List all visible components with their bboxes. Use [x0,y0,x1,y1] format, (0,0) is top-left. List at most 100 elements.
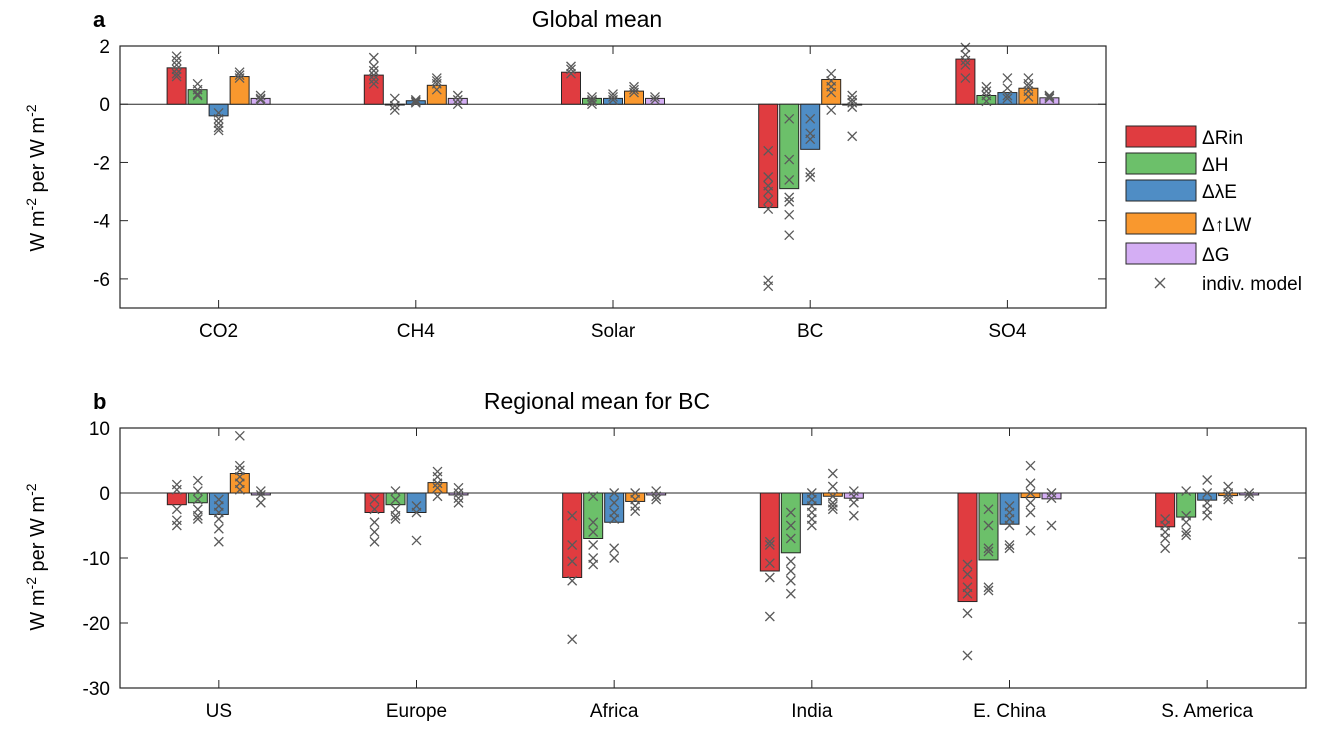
panel-a-bar-le-3 [800,103,821,150]
panel-b-model-marker-h-4-0 [983,504,994,515]
panel-b-model-marker-rin-1-2 [369,517,380,528]
panel-b-ylabel-sup1: -2 [23,577,39,590]
panel-a-model-marker-rin-3-7 [763,281,774,292]
panel-b-model-marker-rin-1-1 [369,504,380,515]
panel-b-model-marker-le-0-4 [213,523,224,534]
panel-b-title: Regional mean for BC [484,388,710,414]
panel-b-model-marker-lw-4-2 [1025,488,1036,498]
panel-a-category-label-0: CO2 [199,321,238,342]
panel-b-category-label-3: India [791,701,833,722]
panel-b-model-marker-lw-1-3 [432,482,443,493]
panel-a-model-marker-le-1-0 [410,94,421,105]
panel-a-model-marker-le-0-1 [213,113,224,124]
panel-b-ylabel-part2: per W m [27,496,49,577]
legend-label-rin: ΔRin [1202,128,1243,149]
panel-b-model-marker-h-5-0 [1181,486,1192,497]
panel-b-ytick-label-2: -10 [83,549,110,570]
panel-b-model-marker-h-1-0 [390,486,401,497]
panel-b-bar-h-3 [780,492,801,554]
panel-a-model-marker-g-3-0 [847,90,858,101]
panel-b-model-marker-g-2-1 [651,491,662,502]
panel-b-model-marker-lw-3-4 [827,501,838,511]
legend-item-model: indiv. model [1154,274,1302,295]
panel-b-model-marker-g-1-0 [453,482,464,493]
panel-a-model-marker-g-1-2 [452,99,463,110]
panel-a-category-label-4: SO4 [988,321,1026,342]
panel-a-category-label-1: CH4 [397,321,435,342]
panel-a-model-marker-le-3-0 [805,113,816,124]
legend-label-le: ΔλE [1202,182,1237,203]
panel-b-bar-h-4 [978,492,999,561]
panel-b-model-marker-rin-0-0 [171,479,182,490]
panel-b-model-marker-h-3-3 [785,556,796,567]
panel-b-ytick-label-3: -20 [83,614,110,635]
panel-b-model-marker-h-4-2 [983,543,994,554]
panel-a-model-marker-h-3-3 [784,192,795,203]
panel-a-model-marker-lw-1-1 [431,75,442,86]
panel-b-model-marker-h-4-4 [983,582,994,593]
legend-item-rin: ΔRin [1125,125,1243,149]
panel-b-model-marker-h-2-2 [588,527,599,537]
panel-a-bar-lw-0 [229,76,250,105]
panel-b-bar-rin-5 [1155,492,1176,528]
panel-b-category-label-5: S. America [1161,701,1253,722]
panel-a-model-marker-g-0-2 [255,94,266,105]
panel-a-ylabel-part1: W m [27,210,49,251]
panel-a-model-marker-lw-1-3 [431,84,442,95]
panel-a-model-marker-g-3-3 [847,102,858,113]
panel-a-ytick-label-0: 2 [99,37,110,58]
panel-a-model-marker-h-3-0 [784,113,795,124]
panel-b-model-marker-le-5-1 [1202,488,1213,498]
panel-a-model-marker-h-2-0 [587,91,597,102]
panel-a-model-marker-g-0-1 [255,93,266,104]
panel-b-model-marker-rin-1-3 [369,527,380,537]
panel-a-ylabel-sup2: -2 [23,104,39,117]
panel-b-model-marker-le-3-5 [806,520,817,531]
panel-a-model-marker-h-1-0 [389,93,400,104]
legend-label-lw: Δ↑LW [1202,215,1251,236]
panel-b-model-marker-rin-3-0 [764,536,775,547]
panel-a-model-marker-rin-3-0 [763,145,774,156]
panel-b-model-marker-le-2-4 [609,543,620,554]
panel-a-model-marker-lw-3-0 [826,68,837,79]
panel-a-model-marker-rin-1-1 [368,61,379,72]
panel-a-ylabel: W m-2 per W m-2 [23,104,49,251]
panel-a-model-marker-rin-4-3 [960,59,971,70]
panel-a-model-marker-h-0-2 [192,89,203,99]
panel-b-bar-rin-3 [759,492,780,572]
panel-a-bar-lw-2 [624,90,644,105]
legend-item-lw: Δ↑LW [1125,212,1251,236]
panel-a-ytick-label-3: -4 [93,212,110,233]
panel-b-model-marker-rin-0-1 [171,484,182,495]
panel-b-bar-h-0 [187,492,208,504]
panel-a-ytick-label-4: -6 [93,270,110,291]
panel-b-model-marker-h-3-0 [785,507,796,518]
panel-b-ytick-label-1: 0 [99,484,110,505]
panel-a-model-marker-g-2-1 [650,94,660,105]
panel-b-model-marker-h-5-2 [1181,517,1192,528]
panel-a-model-marker-lw-4-2 [1023,81,1034,92]
panel-a-title: Global mean [532,6,662,32]
panel-b-model-marker-lw-4-4 [1025,507,1036,518]
panel-b-model-marker-lw-3-0 [827,468,838,479]
panel-b-model-marker-lw-4-0 [1025,460,1036,471]
legend-label-model: indiv. model [1202,274,1302,295]
legend-swatch-rin [1125,125,1197,148]
panel-b-model-marker-h-3-2 [785,533,796,544]
panel-a-model-marker-rin-0-3 [171,64,182,75]
panel-a-model-marker-le-4-1 [1002,83,1013,94]
legend-swatch-lw [1125,212,1197,235]
panel-a-bar-h-0 [187,89,208,105]
panel-a-model-marker-h-3-4 [784,196,795,207]
panel-a-category-label-3: BC [797,321,823,342]
panel-a-model-marker-rin-3-4 [763,195,774,206]
panel-b-model-marker-lw-4-3 [1025,497,1036,508]
panel-a-model-marker-rin-0-1 [171,55,182,66]
panel-b-bar-le-0 [208,492,229,515]
panel-b-model-marker-g-4-1 [1046,493,1057,504]
panel-b-model-marker-h-0-5 [192,514,203,524]
panel-b-model-marker-h-2-1 [588,517,599,528]
panel-b-model-marker-lw-5-2 [1223,491,1234,502]
panel-b-model-marker-h-1-4 [390,514,401,524]
panel-b-model-marker-rin-5-4 [1160,543,1171,554]
